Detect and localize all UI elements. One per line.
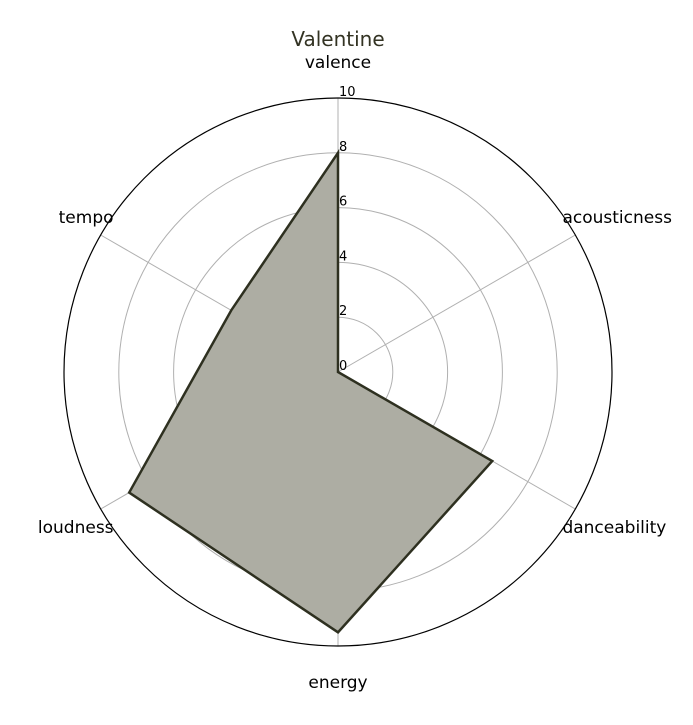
data-layer bbox=[129, 153, 492, 633]
series-polygon-0 bbox=[129, 153, 492, 633]
axis-label-danceability: danceability bbox=[562, 518, 666, 538]
tick-layer: 0 2 4 6 8 10 bbox=[339, 85, 356, 374]
r-tick-label: 6 bbox=[339, 195, 347, 210]
r-tick-label: 2 bbox=[339, 304, 347, 319]
r-tick-label: 10 bbox=[339, 85, 356, 100]
r-tick-label: 4 bbox=[339, 249, 347, 264]
spoke-acousticness bbox=[338, 235, 575, 372]
r-tick-label: 8 bbox=[339, 140, 347, 155]
axis-label-valence: valence bbox=[305, 53, 371, 73]
axis-label-tempo: tempo bbox=[59, 208, 114, 228]
axis-label-loudness: loudness bbox=[38, 518, 114, 538]
r-tick-label: 0 bbox=[339, 359, 347, 374]
axis-label-energy: energy bbox=[308, 673, 367, 693]
axis-label-acousticness: acousticness bbox=[562, 208, 672, 228]
chart-title: Valentine bbox=[291, 27, 384, 51]
